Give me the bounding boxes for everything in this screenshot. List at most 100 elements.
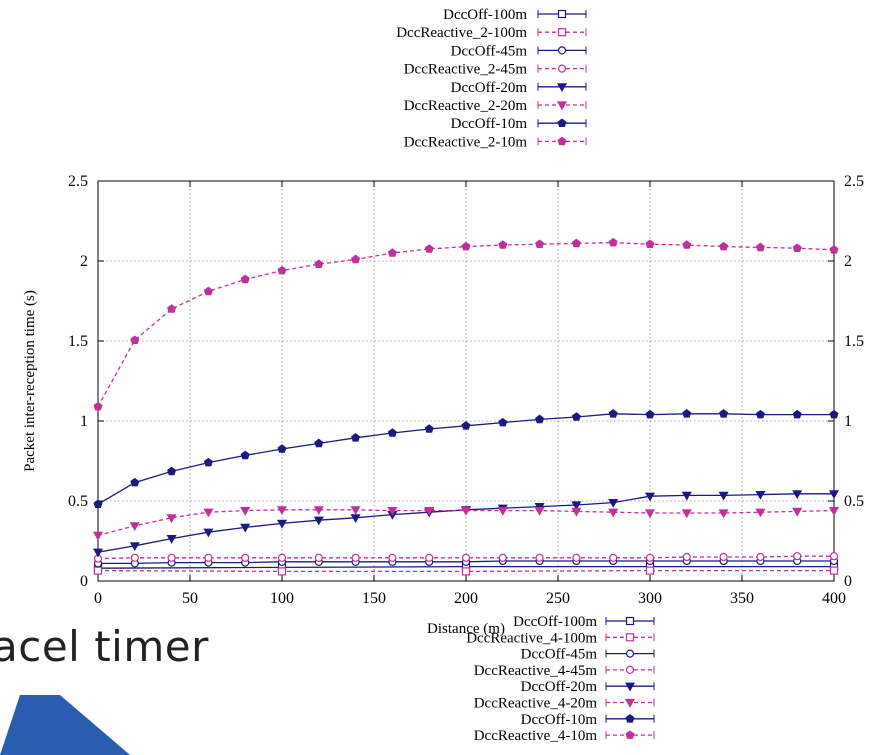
legend-marker xyxy=(556,83,568,93)
data-point xyxy=(204,553,213,562)
data-point xyxy=(571,507,582,517)
data-point xyxy=(203,457,213,467)
series-DccReactive_2-45m xyxy=(93,552,839,563)
data-point xyxy=(719,552,728,562)
series-DccOff-20m xyxy=(92,490,840,558)
data-point xyxy=(792,507,803,517)
x-tick-label: 200 xyxy=(454,590,478,607)
y-tick-label: 0.5 xyxy=(68,493,88,510)
data-point xyxy=(644,492,656,502)
legend-marker xyxy=(557,118,567,128)
data-point xyxy=(203,508,214,518)
data-point xyxy=(609,553,618,562)
data-point xyxy=(130,477,140,487)
data-point xyxy=(718,491,729,501)
data-point xyxy=(313,506,324,516)
data-point xyxy=(167,553,176,562)
series-DccReactive_2-20m xyxy=(92,506,840,541)
x-tick-label: 0 xyxy=(94,590,102,607)
legend-marker xyxy=(625,649,635,658)
data-point xyxy=(828,490,840,500)
data-point xyxy=(314,553,323,562)
legend-label: DccReactive_4-20m xyxy=(474,696,598,712)
y-tick-label: 1 xyxy=(80,413,88,430)
data-point xyxy=(130,553,139,562)
data-point xyxy=(277,567,287,576)
data-point xyxy=(351,553,360,562)
data-point xyxy=(755,508,766,518)
data-point xyxy=(792,490,803,500)
data-point xyxy=(129,542,140,552)
grid-lines xyxy=(98,181,834,581)
data-point xyxy=(425,553,434,562)
x-tick-label: 350 xyxy=(730,590,754,607)
data-point xyxy=(167,466,177,476)
data-point xyxy=(166,514,177,524)
y-axis-label: Packet inter-reception time (s) xyxy=(22,290,38,472)
legend-label: DccOff-100m xyxy=(513,614,597,630)
legend-label: DccOff-100m xyxy=(443,7,527,23)
data-point xyxy=(203,528,214,538)
legend-marker xyxy=(557,28,567,37)
data-point xyxy=(718,509,729,519)
legend-marker xyxy=(557,64,567,73)
legend-marker xyxy=(556,101,568,111)
data-point xyxy=(645,566,655,575)
legend-marker xyxy=(625,616,635,626)
series-line xyxy=(97,493,834,553)
legend-label: DccReactive_4-45m xyxy=(474,663,598,679)
data-point xyxy=(681,509,692,519)
data-point xyxy=(645,553,655,562)
data-point xyxy=(166,534,177,544)
data-point xyxy=(130,335,140,344)
legend-label: DccOff-20m xyxy=(521,679,598,695)
data-point xyxy=(424,244,434,253)
data-point xyxy=(645,239,655,248)
data-point xyxy=(571,501,582,511)
data-point xyxy=(314,438,324,448)
data-point xyxy=(498,553,507,562)
x-tick-label: 300 xyxy=(638,590,662,607)
data-point xyxy=(756,552,765,562)
logo-shape xyxy=(0,695,130,755)
data-point xyxy=(498,417,508,427)
legend-marker xyxy=(625,665,635,675)
legend-marker xyxy=(624,698,636,708)
data-point xyxy=(682,240,692,249)
data-point xyxy=(351,254,361,264)
x-axis-label: Distance (m) xyxy=(427,621,505,637)
data-point xyxy=(240,523,251,533)
data-point xyxy=(92,531,104,541)
data-point xyxy=(92,548,104,558)
data-point xyxy=(93,566,103,575)
data-point xyxy=(572,553,581,562)
data-point xyxy=(535,553,544,562)
data-point xyxy=(792,243,802,252)
y-tick-label: 2.5 xyxy=(68,173,88,190)
data-point xyxy=(644,509,656,519)
series-DccOff-10m xyxy=(93,409,839,508)
data-point xyxy=(313,516,324,526)
legend-label: DccOff-45m xyxy=(451,43,528,59)
legend-label: DccReactive_2-20m xyxy=(404,98,528,114)
legend-marker xyxy=(625,633,635,642)
series-line xyxy=(97,555,834,560)
data-point xyxy=(681,491,692,501)
data-point xyxy=(829,552,839,561)
data-point xyxy=(276,519,288,529)
series-DccReactive_2-100m xyxy=(93,566,839,576)
data-point xyxy=(608,409,618,418)
legend-marker xyxy=(557,136,567,146)
data-point xyxy=(93,401,103,411)
data-point xyxy=(535,239,545,248)
data-point xyxy=(240,274,250,284)
data-point xyxy=(571,238,581,248)
series-DccReactive_2-10m xyxy=(93,237,839,411)
x-tick-label: 50 xyxy=(182,590,198,607)
y-tick-label-right: 1 xyxy=(844,413,852,430)
y-tick-label-right: 0 xyxy=(844,573,852,590)
data-point xyxy=(461,241,471,251)
data-point xyxy=(203,286,213,296)
